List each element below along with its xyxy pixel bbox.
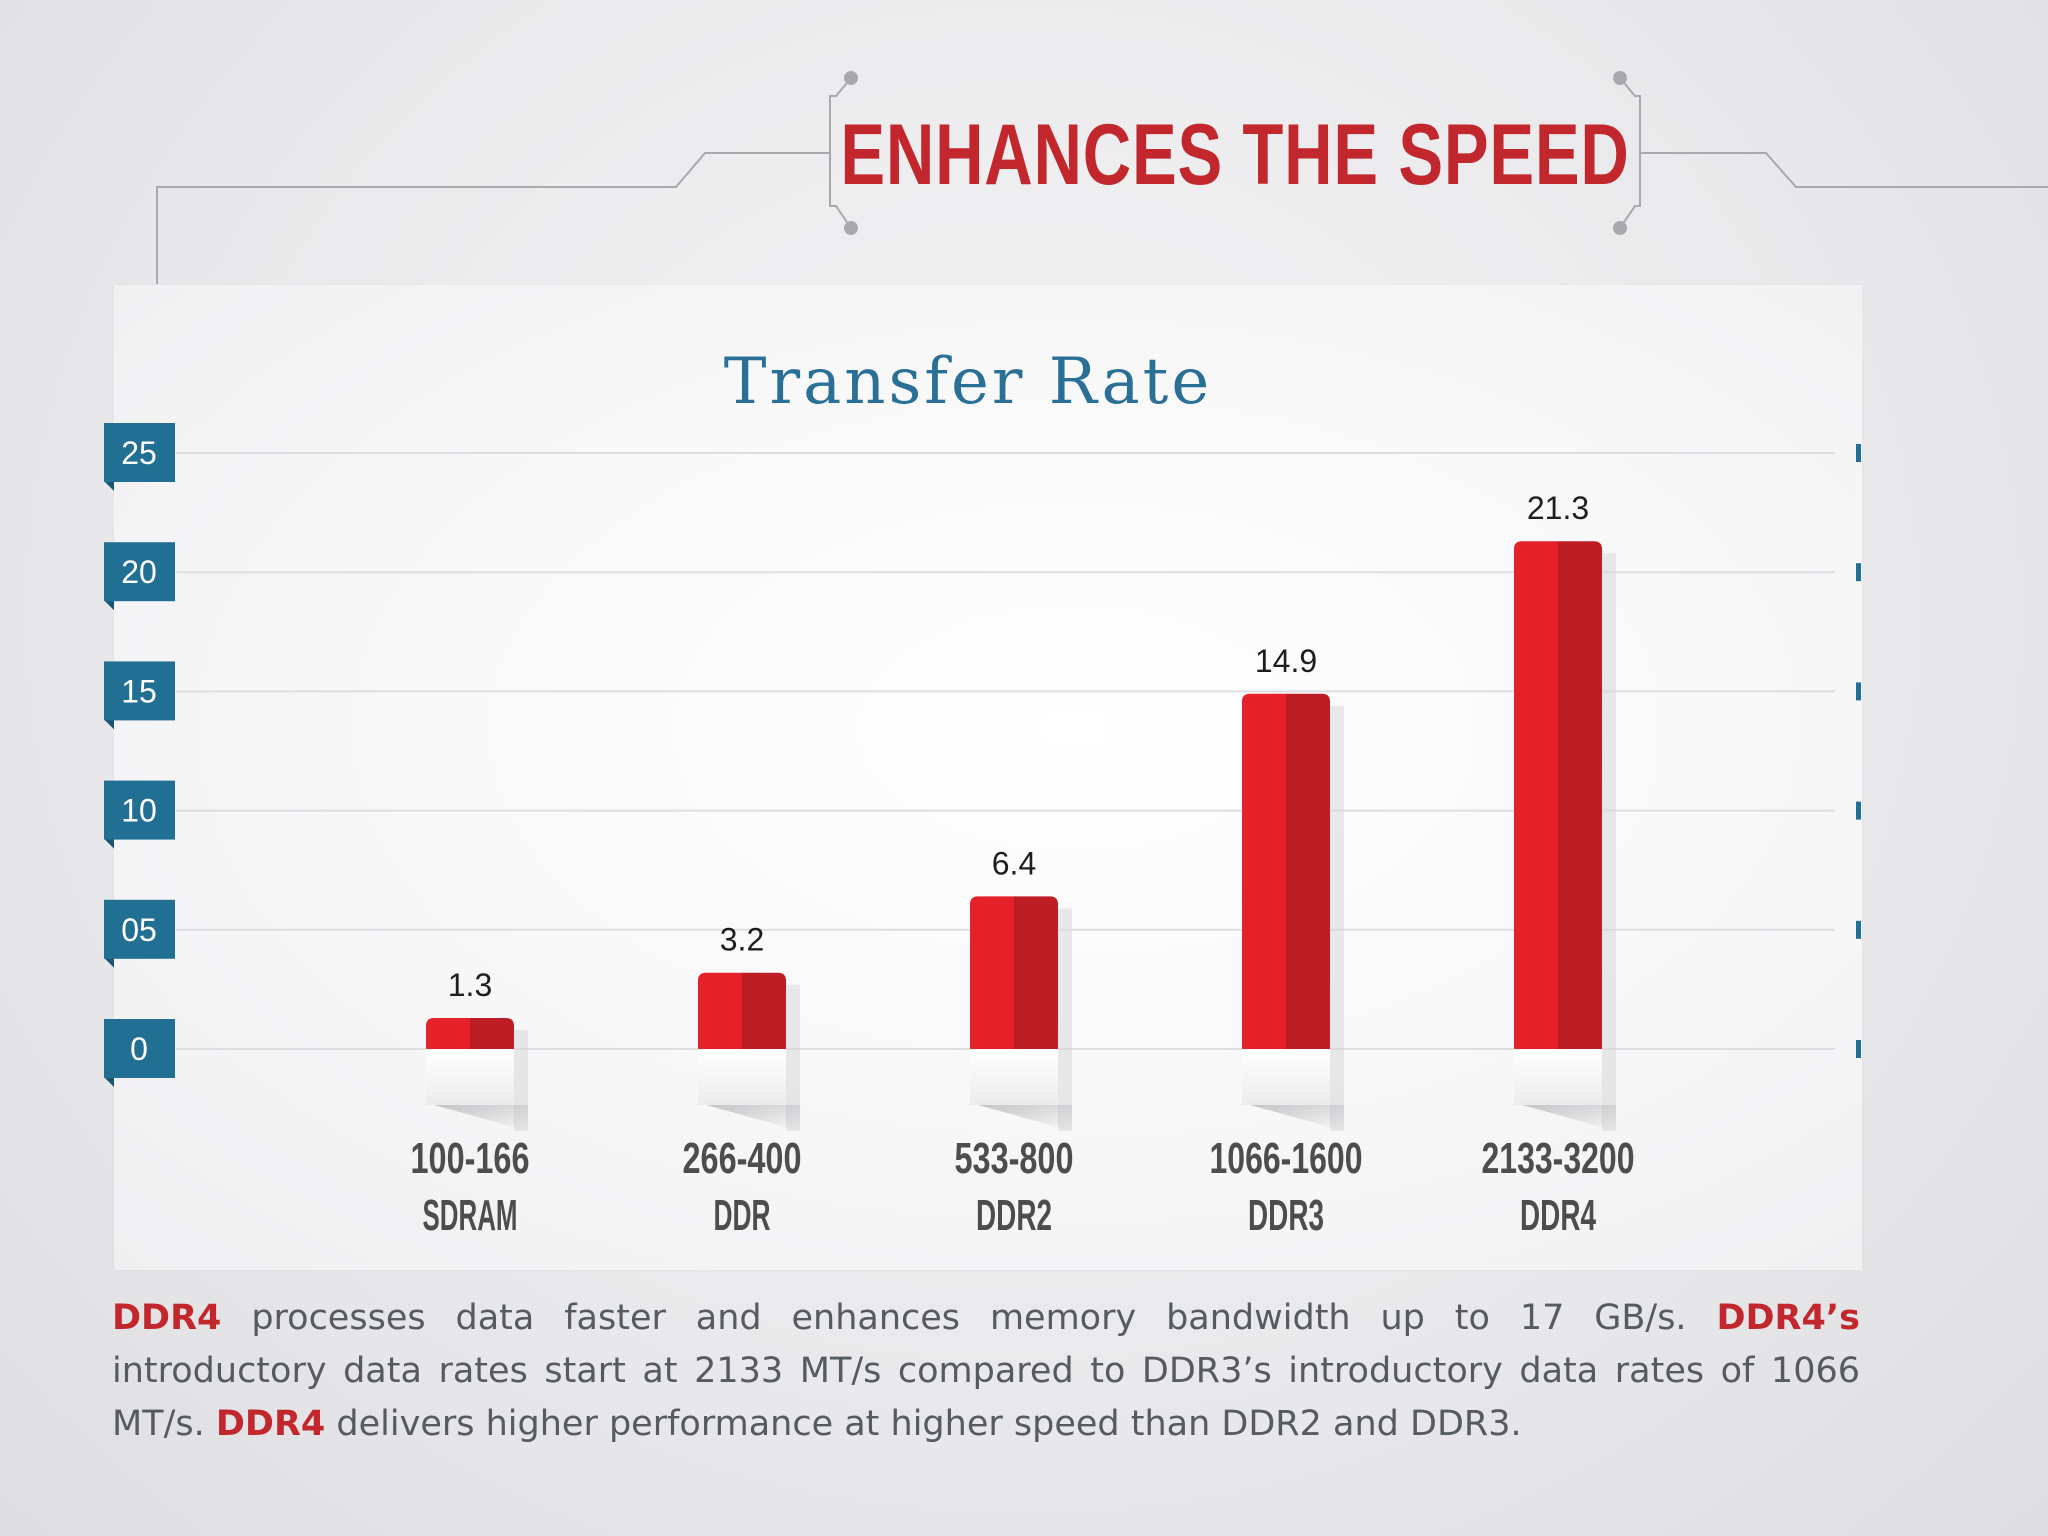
y-tick-badge-fold [104, 957, 114, 968]
right-tick [1856, 801, 1861, 820]
y-tick-badge [104, 542, 175, 602]
category-range-label: 533-800 [955, 1134, 1074, 1183]
bar-shade [470, 1018, 514, 1049]
title-bracket-right [1619, 77, 1641, 229]
bar [698, 972, 742, 1049]
y-tick-label: 25 [121, 435, 157, 471]
y-tick-badge-fold [104, 838, 114, 849]
category-name-label: DDR3 [1248, 1191, 1324, 1240]
bar-base [1514, 1049, 1602, 1105]
bracket-dot [844, 71, 858, 85]
right-circuit-line [1640, 152, 2048, 188]
y-tick-badge [104, 780, 175, 840]
bar-value-label: 21.3 [1527, 490, 1589, 526]
bar-shade [1558, 541, 1602, 1049]
right-tick [1856, 563, 1861, 582]
y-axis: 0 05 10 15 20 25 [104, 423, 175, 1087]
bar-layer: 1.3 3.2 6.4 14.9 21.3 [426, 490, 1616, 1131]
y-tick-badge-fold [104, 1077, 114, 1087]
y-tick-badge-fold [104, 719, 114, 730]
y-tick-badge [104, 661, 175, 721]
category-range-label: 266-400 [683, 1134, 802, 1183]
bar [970, 896, 1014, 1049]
bar-value-label: 6.4 [992, 845, 1036, 881]
bar-base [1242, 1049, 1330, 1105]
bar-shade [1286, 693, 1330, 1049]
bar-side-shadow [1058, 908, 1072, 1131]
description-paragraph: DDR4 processes data faster and enhances … [112, 1292, 1860, 1451]
bar-side-shadow [1330, 705, 1344, 1131]
right-tick [1856, 920, 1861, 939]
y-tick-label: 15 [121, 673, 157, 709]
bar-base [426, 1049, 514, 1105]
bar-shade [742, 972, 786, 1049]
category-name-label: DDR2 [976, 1191, 1052, 1240]
category-name-label: DDR [714, 1191, 771, 1240]
bar-base [698, 1049, 786, 1105]
bar-group-ddr3: 14.9 [1242, 643, 1344, 1131]
description-highlight: DDR4’s [1716, 1298, 1860, 1338]
category-range-label: 100-166 [411, 1134, 530, 1183]
bar-base [970, 1049, 1058, 1105]
right-tick [1856, 682, 1861, 701]
category-range-label: 2133-3200 [1482, 1134, 1635, 1183]
left-circuit-line [156, 152, 830, 284]
page-title: ENHANCES THE SPEED [840, 106, 1630, 203]
bar-group-sdram: 1.3 [426, 967, 528, 1131]
bar-shade [1014, 896, 1058, 1049]
chart-title: Transfer Rate [724, 345, 1212, 419]
description-highlight: DDR4 [215, 1404, 326, 1444]
bar-floor-shadow [1522, 1105, 1616, 1131]
y-tick-badge-fold [104, 600, 114, 611]
bar-group-ddr2: 6.4 [970, 845, 1072, 1131]
bar [426, 1018, 470, 1049]
y-tick-label: 0 [130, 1031, 148, 1067]
bar-side-shadow [786, 984, 800, 1131]
description-highlight: DDR4 [112, 1298, 222, 1338]
bar-floor-shadow [978, 1105, 1072, 1131]
title-bracket-left [829, 77, 852, 229]
bar-floor-shadow [434, 1105, 528, 1131]
y-tick-badge [104, 1019, 175, 1078]
bracket-dot [1613, 221, 1627, 235]
y-tick-label: 05 [121, 912, 157, 948]
bar-side-shadow [1602, 553, 1616, 1131]
bar-floor-shadow [1250, 1105, 1344, 1131]
bar-value-label: 1.3 [448, 967, 492, 1003]
y-tick-badge-fold [104, 481, 114, 491]
bar-value-label: 14.9 [1255, 643, 1317, 679]
y-tick-label: 10 [121, 793, 157, 829]
right-tick [1856, 444, 1861, 462]
bracket-dot [1613, 71, 1627, 85]
bar [1242, 693, 1286, 1049]
right-tick [1856, 1040, 1861, 1058]
bar-value-label: 3.2 [720, 922, 764, 958]
y-tick-badge [104, 423, 175, 482]
description-text: processes data faster and enhances memor… [221, 1298, 1717, 1338]
y-tick-badge [104, 899, 175, 959]
y-tick-label: 20 [121, 554, 157, 590]
category-labels: 100-166 SDRAM 266-400 DDR 533-800 DDR2 1066-16… [411, 1134, 1635, 1240]
category-range-label: 1066-1600 [1210, 1134, 1363, 1183]
description-text: delivers higher performance at higher sp… [325, 1404, 1522, 1444]
bar-group-ddr: 3.2 [698, 922, 800, 1131]
bar-floor-shadow [706, 1105, 800, 1131]
description-text: introductory data rates start at 2133 MT… [112, 1351, 1860, 1444]
category-name-label: DDR4 [1520, 1191, 1596, 1240]
category-name-label: SDRAM [423, 1191, 518, 1240]
bracket-dot [844, 221, 858, 235]
bar [1514, 541, 1558, 1049]
bar-group-ddr4: 21.3 [1514, 490, 1616, 1131]
